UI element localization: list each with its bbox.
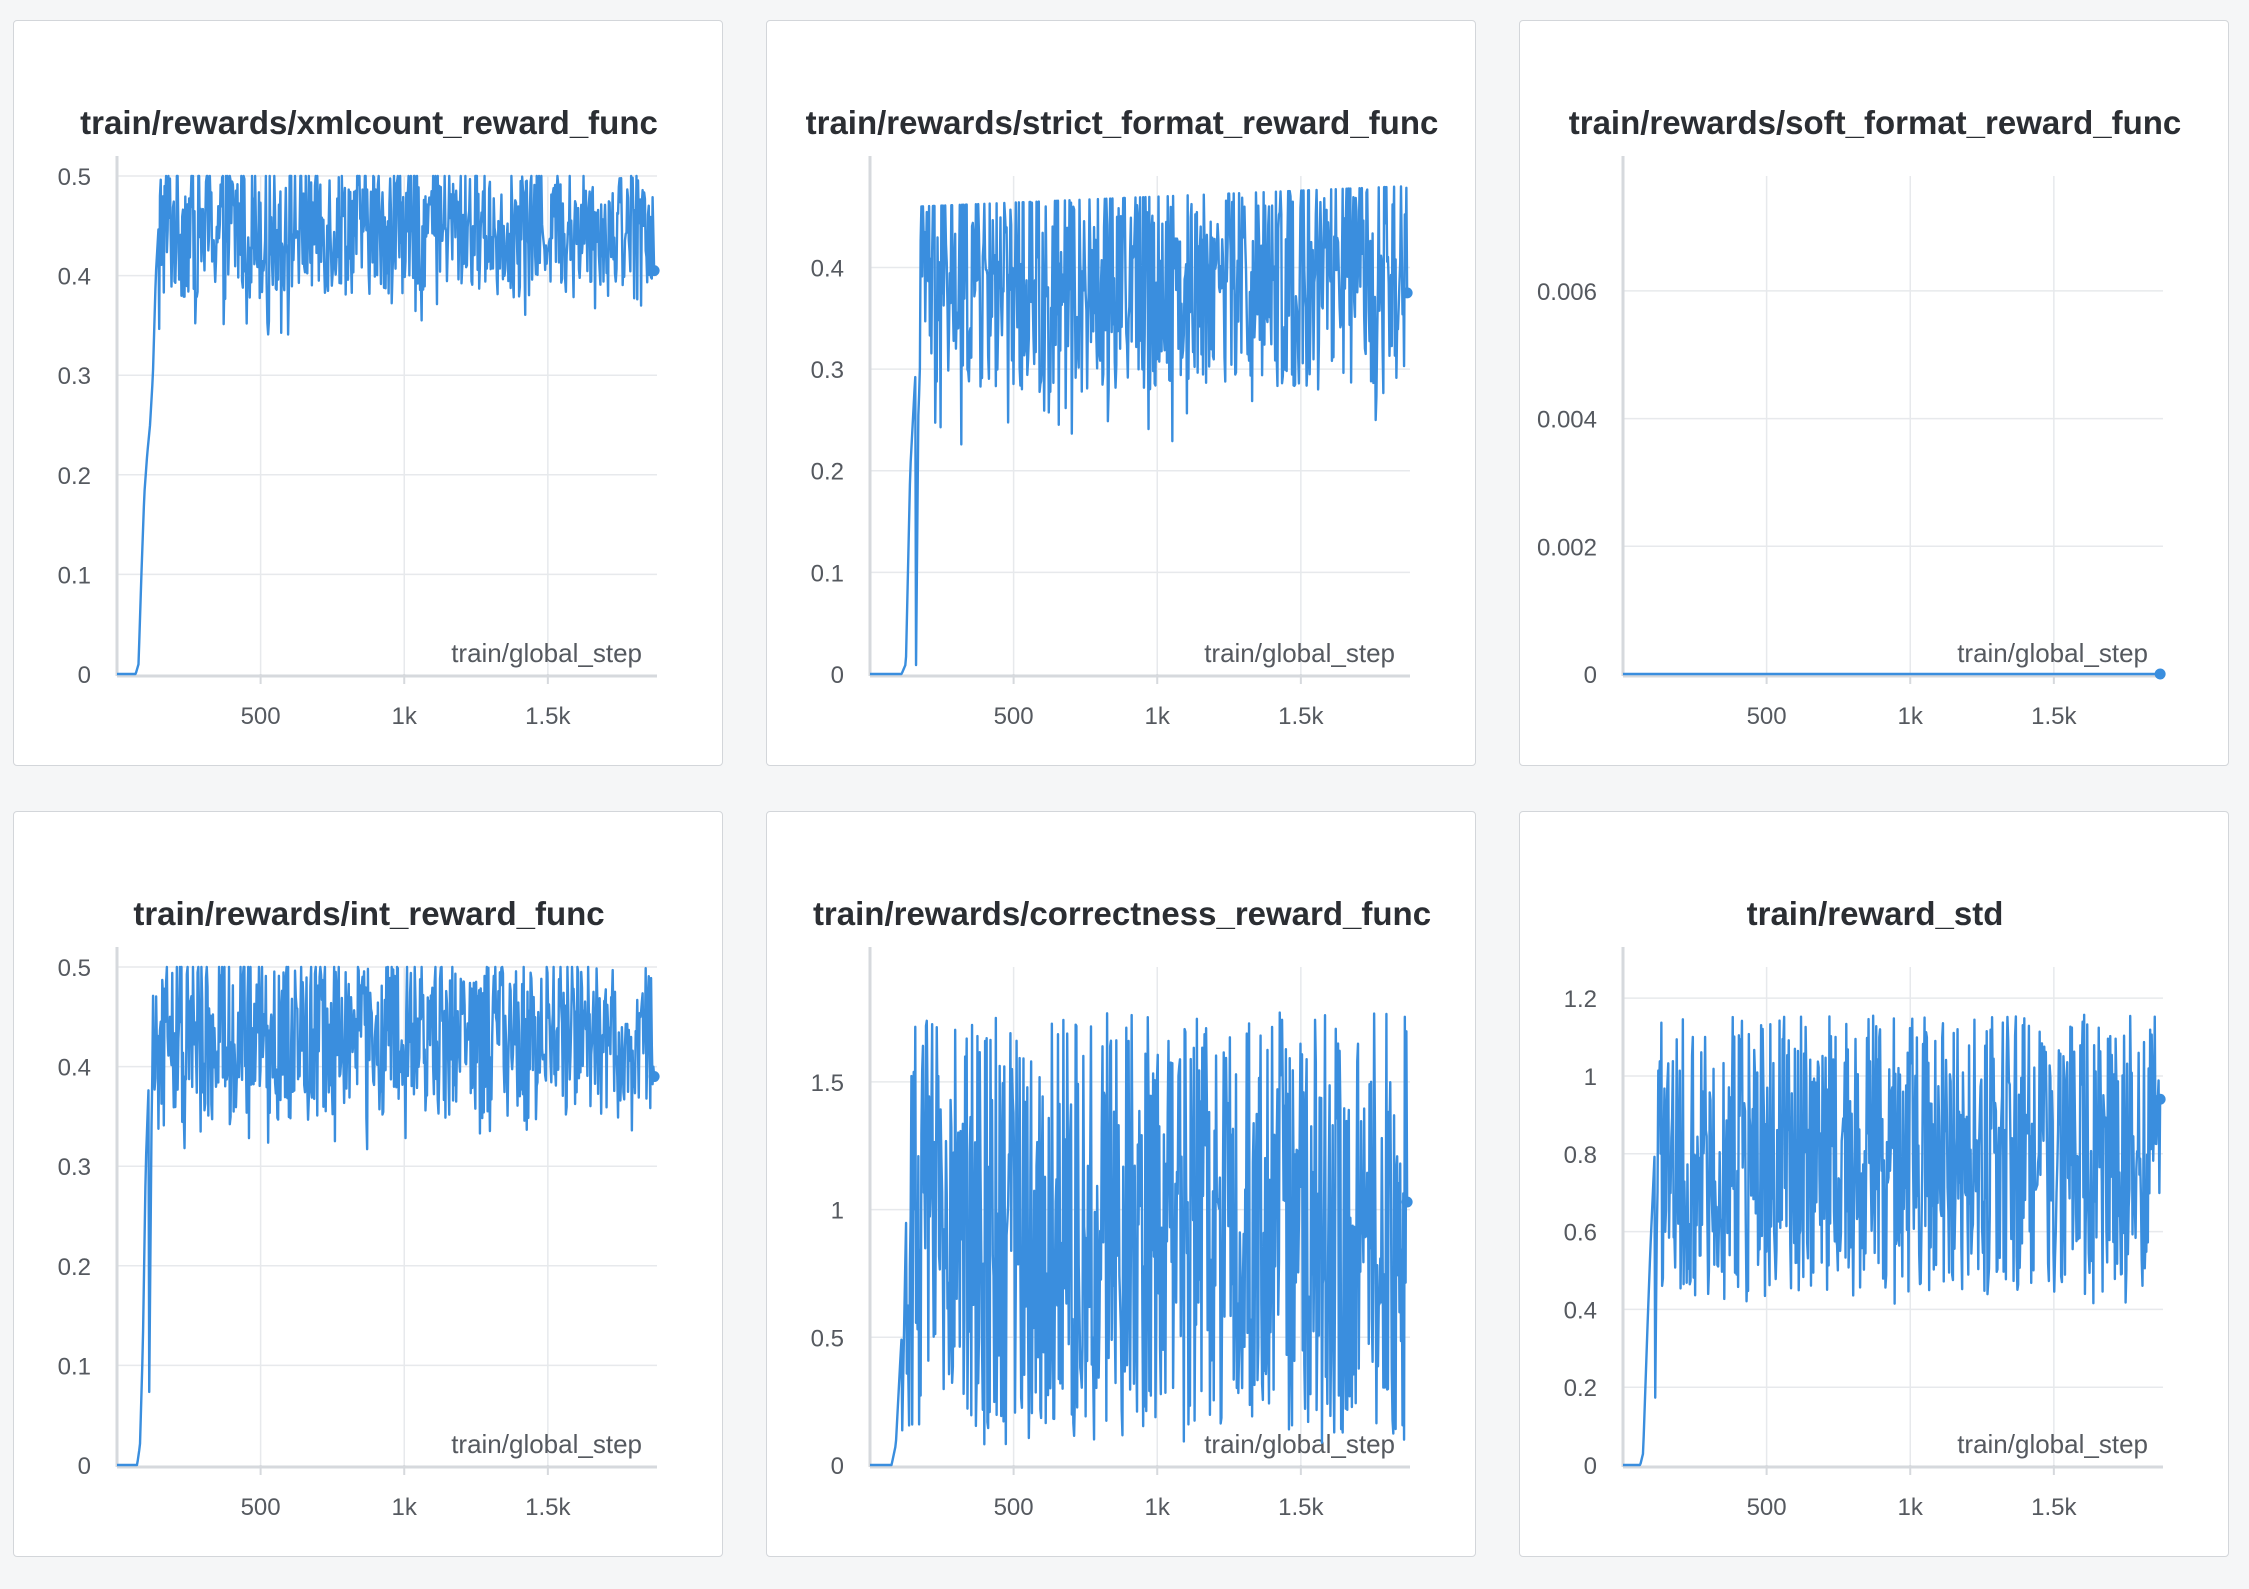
chart-panel-reward-std[interactable]: train/reward_std 0 0.2 0.4 0.6 0.8 1 1.2 500 1k 1… bbox=[1519, 811, 2229, 1557]
chart-title: train/rewards/correctness_reward_func bbox=[813, 895, 1431, 932]
y-tick-label: 1 bbox=[1584, 1064, 1597, 1091]
series-last-point bbox=[1401, 1196, 1413, 1208]
x-tick-label: 1k bbox=[1898, 703, 1924, 730]
chart-title: train/rewards/soft_format_reward_func bbox=[1569, 104, 2182, 141]
x-axis-label: train/global_step bbox=[1204, 638, 1395, 668]
y-tick-label: 0 bbox=[831, 1453, 844, 1480]
y-tick-label: 0.4 bbox=[58, 264, 91, 291]
x-tick-label: 1.5k bbox=[1278, 703, 1324, 730]
x-axis-label: train/global_step bbox=[1957, 638, 2148, 668]
y-tick-label: 0 bbox=[1584, 662, 1597, 689]
x-axis-label: train/global_step bbox=[451, 638, 642, 668]
chart-panel-soft-format[interactable]: train/rewards/soft_format_reward_func 0 0… bbox=[1519, 20, 2229, 766]
y-tick-label: 0.4 bbox=[1564, 1297, 1597, 1324]
x-tick-label: 500 bbox=[241, 1494, 281, 1521]
y-tick-label: 0.2 bbox=[58, 1254, 91, 1281]
series-line bbox=[869, 185, 1409, 676]
y-tick-label: 0.4 bbox=[811, 255, 844, 282]
chart-panel-xmlcount[interactable]: train/rewards/xmlcount_reward_func 0 0.1 0… bbox=[13, 20, 723, 766]
series-last-point bbox=[2154, 1093, 2166, 1105]
chart-panel-int-reward[interactable]: train/rewards/int_reward_func 0 0.1 0.2 0.3… bbox=[13, 811, 723, 1557]
chart-title: train/rewards/strict_format_reward_func bbox=[806, 104, 1439, 141]
chart-title: train/rewards/int_reward_func bbox=[133, 895, 604, 932]
chart-title: train/reward_std bbox=[1747, 895, 2004, 932]
y-tick-label: 0.4 bbox=[58, 1055, 91, 1082]
chart-svg: train/rewards/int_reward_func 0 0.1 0.2 0.3… bbox=[58, 895, 660, 1521]
series-last-point bbox=[648, 265, 660, 277]
y-tick-label: 0.3 bbox=[58, 1154, 91, 1181]
x-tick-label: 1.5k bbox=[2031, 703, 2077, 730]
y-tick-label: 0.3 bbox=[811, 357, 844, 384]
series-last-point bbox=[648, 1071, 660, 1083]
y-tick-label: 0.5 bbox=[58, 955, 91, 982]
y-tick-label: 0.1 bbox=[811, 560, 844, 587]
chart-panel-correctness[interactable]: train/rewards/correctness_reward_func 0 0… bbox=[766, 811, 1476, 1557]
y-tick-label: 0.002 bbox=[1537, 534, 1597, 561]
y-tick-label: 1.2 bbox=[1564, 986, 1597, 1013]
x-tick-label: 1k bbox=[1898, 1494, 1924, 1521]
y-tick-label: 0.3 bbox=[58, 363, 91, 390]
y-tick-label: 0.006 bbox=[1537, 279, 1597, 306]
chart-svg: train/rewards/strict_format_reward_func … bbox=[806, 104, 1439, 730]
chart-svg: train/rewards/soft_format_reward_func 0 0… bbox=[1537, 104, 2182, 730]
y-tick-label: 0.2 bbox=[58, 463, 91, 490]
x-tick-label: 500 bbox=[994, 703, 1034, 730]
x-axis-label: train/global_step bbox=[451, 1429, 642, 1459]
series-line bbox=[116, 965, 656, 1467]
chart-svg: train/rewards/xmlcount_reward_func 0 0.1 0… bbox=[58, 104, 660, 730]
x-tick-label: 1.5k bbox=[2031, 1494, 2077, 1521]
y-tick-label: 1.5 bbox=[811, 1070, 844, 1097]
x-tick-label: 500 bbox=[1747, 703, 1787, 730]
y-tick-label: 0.2 bbox=[811, 459, 844, 486]
y-tick-label: 0.1 bbox=[58, 562, 91, 589]
x-tick-label: 1k bbox=[1145, 1494, 1171, 1521]
y-tick-label: 0 bbox=[831, 662, 844, 689]
y-tick-label: 0.6 bbox=[1564, 1220, 1597, 1247]
x-tick-label: 1.5k bbox=[525, 1494, 571, 1521]
x-tick-label: 1.5k bbox=[1278, 1494, 1324, 1521]
series-line bbox=[1622, 1013, 2162, 1467]
x-tick-label: 500 bbox=[241, 703, 281, 730]
chart-svg: train/rewards/correctness_reward_func 0 0… bbox=[811, 895, 1431, 1521]
y-tick-label: 0.2 bbox=[1564, 1375, 1597, 1402]
chart-svg: train/reward_std 0 0.2 0.4 0.6 0.8 1 1.2 500 1k 1… bbox=[1564, 895, 2166, 1521]
y-tick-label: 0.004 bbox=[1537, 407, 1597, 434]
x-axis-label: train/global_step bbox=[1957, 1429, 2148, 1459]
y-tick-label: 0.1 bbox=[58, 1353, 91, 1380]
x-tick-label: 500 bbox=[1747, 1494, 1787, 1521]
y-tick-label: 0 bbox=[78, 662, 91, 689]
x-tick-label: 1k bbox=[392, 703, 418, 730]
series-last-point bbox=[1401, 287, 1413, 299]
y-tick-label: 0.8 bbox=[1564, 1142, 1597, 1169]
chart-panel-strict-format[interactable]: train/rewards/strict_format_reward_func … bbox=[766, 20, 1476, 766]
y-tick-label: 0 bbox=[1584, 1453, 1597, 1480]
y-tick-label: 0.5 bbox=[811, 1325, 844, 1352]
x-tick-label: 1k bbox=[392, 1494, 418, 1521]
series-line bbox=[116, 174, 656, 676]
x-tick-label: 1.5k bbox=[525, 703, 571, 730]
y-tick-label: 1 bbox=[831, 1198, 844, 1225]
x-tick-label: 1k bbox=[1145, 703, 1171, 730]
y-tick-label: 0 bbox=[78, 1453, 91, 1480]
y-tick-label: 0.5 bbox=[58, 164, 91, 191]
series-line bbox=[869, 1011, 1409, 1467]
chart-title: train/rewards/xmlcount_reward_func bbox=[80, 104, 658, 141]
x-axis-label: train/global_step bbox=[1204, 1429, 1395, 1459]
x-tick-label: 500 bbox=[994, 1494, 1034, 1521]
series-last-point bbox=[2154, 668, 2166, 680]
